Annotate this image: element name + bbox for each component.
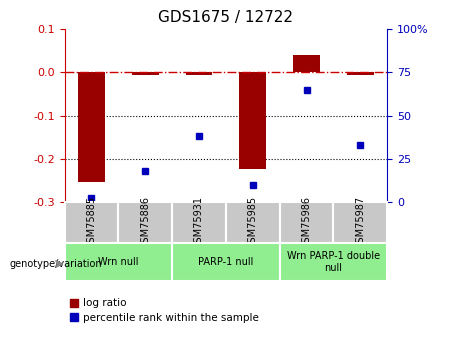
Bar (78, 72, 105, 183)
Bar (226, 202, 280, 243)
Text: GSM75886: GSM75886 (140, 196, 150, 249)
Title: GDS1675 / 12722: GDS1675 / 12722 (159, 10, 293, 26)
Bar (280, 202, 333, 243)
Bar (293, 55, 320, 72)
Bar (239, 72, 266, 169)
Bar (347, 72, 374, 75)
Text: GSM75987: GSM75987 (355, 196, 366, 249)
Text: GSM75885: GSM75885 (86, 196, 96, 249)
Bar (172, 202, 226, 243)
Bar (65, 243, 172, 281)
Bar (132, 72, 159, 75)
Text: Wrn PARP-1 double
null: Wrn PARP-1 double null (287, 252, 380, 273)
Text: GSM75985: GSM75985 (248, 196, 258, 249)
Bar (333, 202, 387, 243)
Bar (185, 72, 213, 75)
Text: genotype/variation: genotype/variation (9, 259, 102, 269)
Text: Wrn null: Wrn null (98, 257, 139, 267)
Legend: log ratio, percentile rank within the sample: log ratio, percentile rank within the sa… (70, 298, 259, 323)
Text: PARP-1 null: PARP-1 null (198, 257, 254, 267)
Bar (65, 202, 118, 243)
Bar (280, 243, 387, 281)
Bar (118, 202, 172, 243)
Text: GSM75931: GSM75931 (194, 196, 204, 249)
Bar (172, 243, 280, 281)
Text: GSM75986: GSM75986 (301, 196, 312, 249)
